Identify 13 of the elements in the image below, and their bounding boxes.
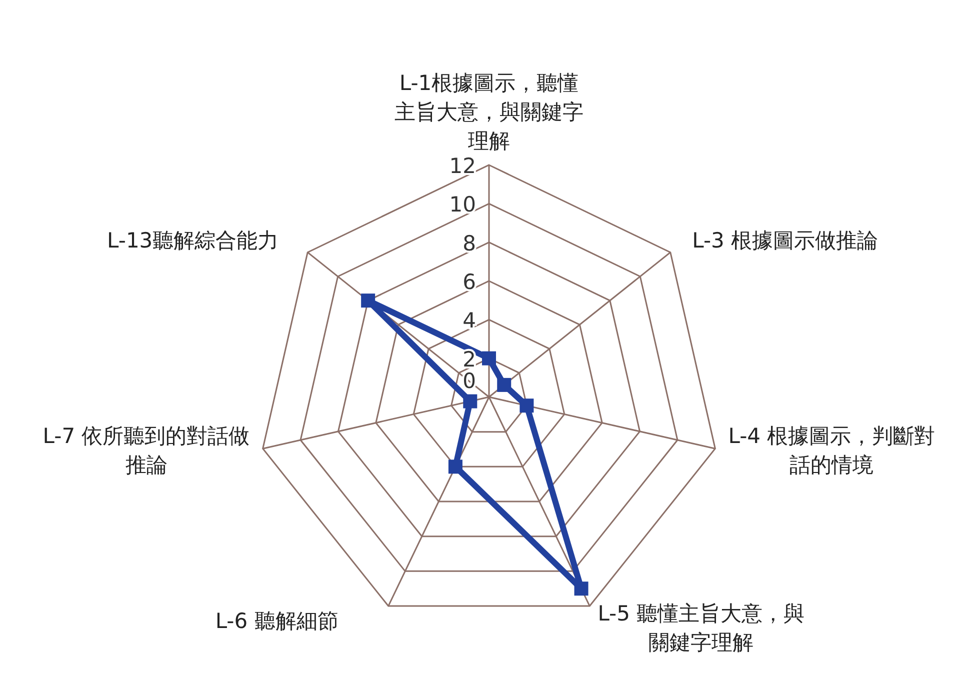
spoke-label: L-3 根據圖示做推論 <box>691 227 880 254</box>
y-tick-label: 12 <box>449 154 476 178</box>
y-tick-label: 6 <box>462 270 476 294</box>
y-tick-label: 2 <box>462 347 476 372</box>
y-tick-label: 10 <box>449 192 476 217</box>
spoke-label: L-7 依所聽到的對話做推論 <box>42 422 251 479</box>
spoke-label: L-13聽解綜合能力 <box>106 227 280 254</box>
spoke-label: L-5 聽懂主旨大意，與關鍵字理解 <box>596 600 806 657</box>
y-tick-label: 8 <box>462 231 476 256</box>
spoke-label: L-6 聽解細節 <box>214 608 340 636</box>
spoke-label: L-4 根據圖示，判斷對話的情境 <box>727 422 936 479</box>
spoke-label: L-1根據圖示，聽懂主旨大意，與關鍵字理解 <box>394 70 584 155</box>
y-tick-label: 4 <box>462 308 476 333</box>
